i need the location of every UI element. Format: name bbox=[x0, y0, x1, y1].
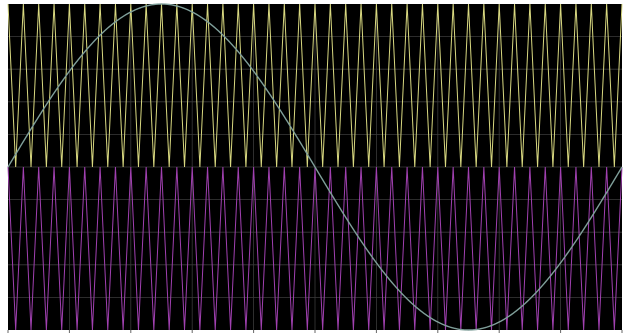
tick-marks bbox=[7, 330, 623, 333]
series-group bbox=[7, 3, 623, 331]
sine-reference-series bbox=[7, 3, 623, 331]
triangle-carrier-series bbox=[7, 3, 623, 168]
